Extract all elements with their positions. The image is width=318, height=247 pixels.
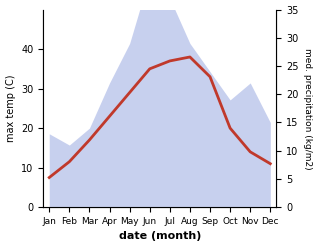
X-axis label: date (month): date (month) — [119, 231, 201, 242]
Y-axis label: max temp (C): max temp (C) — [5, 75, 16, 142]
Y-axis label: med. precipitation (kg/m2): med. precipitation (kg/m2) — [303, 48, 313, 169]
